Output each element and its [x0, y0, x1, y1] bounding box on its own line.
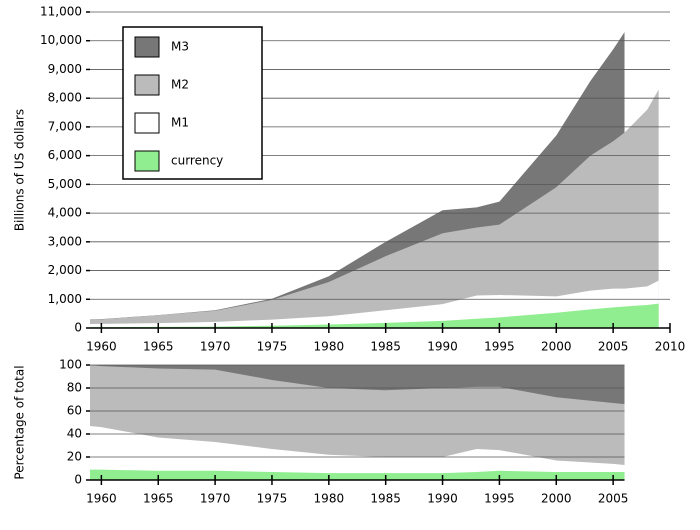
x-tick-label: 1985 [370, 492, 401, 506]
y-axis-label: Billions of US dollars [13, 109, 27, 231]
x-tick-label: 1965 [143, 340, 174, 354]
x-tick-label: 1975 [257, 492, 288, 506]
legend-swatch [134, 74, 160, 96]
x-tick-label: 1965 [143, 492, 174, 506]
x-tick-label: 2005 [598, 492, 629, 506]
x-tick-label: 1975 [257, 340, 288, 354]
x-tick-label: 1980 [314, 492, 345, 506]
y-tick-label: 5,000 [48, 177, 82, 191]
y-tick-label: 1,000 [48, 292, 82, 306]
y-tick-label: 6,000 [48, 148, 82, 162]
x-tick-label: 2010 [655, 340, 686, 354]
x-tick-label: 1995 [484, 340, 515, 354]
area [90, 89, 659, 329]
y-tick-label: 100 [59, 358, 82, 372]
x-tick-label: 2005 [598, 340, 629, 354]
x-tick-label: 1995 [484, 492, 515, 506]
y-tick-label: 7,000 [48, 119, 82, 133]
legend-label: M2 [171, 78, 189, 92]
x-tick-label: 1960 [86, 492, 117, 506]
y-tick-label: 2,000 [48, 263, 82, 277]
y-axis-label: Percentage of total [13, 365, 27, 479]
legend-swatch [134, 36, 160, 58]
x-tick-label: 1960 [86, 340, 117, 354]
y-tick-label: 8,000 [48, 91, 82, 105]
y-tick-label: 9,000 [48, 62, 82, 76]
x-tick-label: 2000 [541, 340, 572, 354]
x-tick-label: 1990 [427, 492, 458, 506]
y-tick-label: 60 [67, 404, 82, 418]
x-tick-label: 1990 [427, 340, 458, 354]
y-tick-label: 10,000 [40, 33, 82, 47]
legend-label: M3 [171, 40, 189, 54]
legend-swatch [134, 150, 160, 172]
x-tick-label: 2000 [541, 492, 572, 506]
y-tick-label: 0 [74, 473, 82, 487]
legend-swatch [134, 112, 160, 134]
y-tick-label: 0 [74, 321, 82, 335]
y-tick-label: 80 [67, 381, 82, 395]
y-tick-label: 3,000 [48, 234, 82, 248]
x-tick-label: 1980 [314, 340, 345, 354]
area [90, 469, 625, 480]
area [90, 425, 625, 480]
legend-label: currency [171, 154, 223, 168]
y-tick-label: 11,000 [40, 5, 82, 19]
area [90, 303, 659, 328]
x-tick-label: 1985 [370, 340, 401, 354]
x-tick-label: 1970 [200, 492, 231, 506]
legend-label: M1 [171, 116, 189, 130]
y-tick-label: 40 [67, 427, 82, 441]
x-tick-label: 1970 [200, 340, 231, 354]
y-tick-label: 20 [67, 450, 82, 464]
y-tick-label: 4,000 [48, 206, 82, 220]
